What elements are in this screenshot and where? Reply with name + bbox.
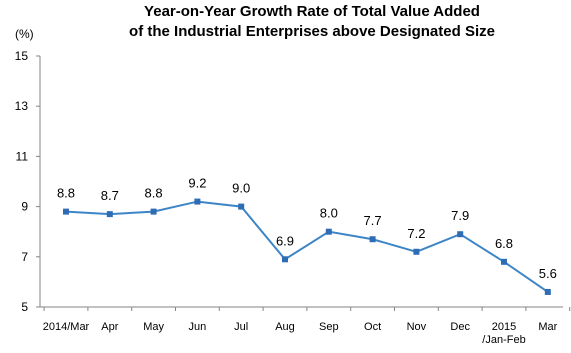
data-point	[413, 248, 420, 255]
x-tick-label: Jun	[189, 321, 207, 333]
x-tick-label: 2015	[492, 321, 516, 333]
x-tick-label: Sep	[319, 321, 339, 333]
data-label: 8.0	[320, 206, 338, 221]
data-point	[457, 231, 464, 238]
x-tick-label: Apr	[101, 321, 118, 333]
x-tick-label: Aug	[275, 321, 295, 333]
x-tick-label: May	[143, 321, 164, 333]
y-tick-label: 13	[15, 99, 29, 113]
x-tick-label: Dec	[450, 321, 470, 333]
x-tick-label: Jul	[234, 321, 248, 333]
data-point	[282, 256, 288, 263]
y-tick-label: 5	[21, 300, 28, 314]
data-label: 8.7	[101, 188, 119, 203]
chart-title: Year-on-Year Growth Rate of Total Value …	[129, 3, 495, 40]
data-point	[369, 236, 376, 243]
data-point	[106, 211, 113, 218]
x-tick-label: 2014/Mar	[43, 321, 90, 333]
data-point	[63, 208, 69, 215]
chart-axes	[39, 56, 563, 308]
data-label: 5.6	[539, 266, 557, 281]
data-label: 7.2	[407, 226, 425, 241]
y-tick-label: 9	[21, 200, 28, 214]
x-tick-label: Oct	[364, 321, 381, 333]
x-tick-label: Nov	[407, 321, 427, 333]
x-axis-ticks: 2014/Mar Apr May Jun Jul Aug Sep Oct Nov Dec 2015/…	[43, 307, 571, 346]
data-label: 7.9	[451, 208, 469, 223]
data-label: 9.2	[188, 176, 206, 191]
chart-title-line-1: Year-on-Year Growth Rate of Total Value …	[144, 3, 480, 20]
data-point	[501, 258, 507, 265]
data-label: 9.0	[232, 181, 250, 196]
y-tick-label: 11	[16, 149, 29, 163]
y-tick-label: 15	[15, 49, 29, 63]
data-label: 8.8	[145, 186, 163, 201]
data-point	[544, 288, 551, 295]
y-axis-ticks: 15 13 11 9 7 5	[15, 49, 40, 314]
data-label: 6.8	[495, 236, 513, 251]
y-axis-unit: (%)	[15, 27, 34, 41]
data-label: 8.8	[57, 186, 75, 201]
series-line	[65, 200, 549, 293]
x-tick-label: /Jan-Feb	[482, 334, 525, 346]
chart-title-line-2: of the Industrial Enterprises above Desi…	[129, 23, 495, 40]
x-tick-label: Mar	[538, 321, 557, 333]
data-series: 8.8 8.7 8.8 9.2 9.0 6.9 8.0 7.7 7.2 7.9 6.8 5.6	[57, 176, 557, 295]
data-point	[325, 228, 332, 235]
data-point	[194, 198, 201, 205]
data-point	[238, 203, 245, 210]
data-label: 7.7	[364, 213, 382, 228]
data-point	[150, 208, 157, 215]
y-tick-label: 7	[21, 250, 28, 264]
data-label: 6.9	[276, 233, 294, 248]
